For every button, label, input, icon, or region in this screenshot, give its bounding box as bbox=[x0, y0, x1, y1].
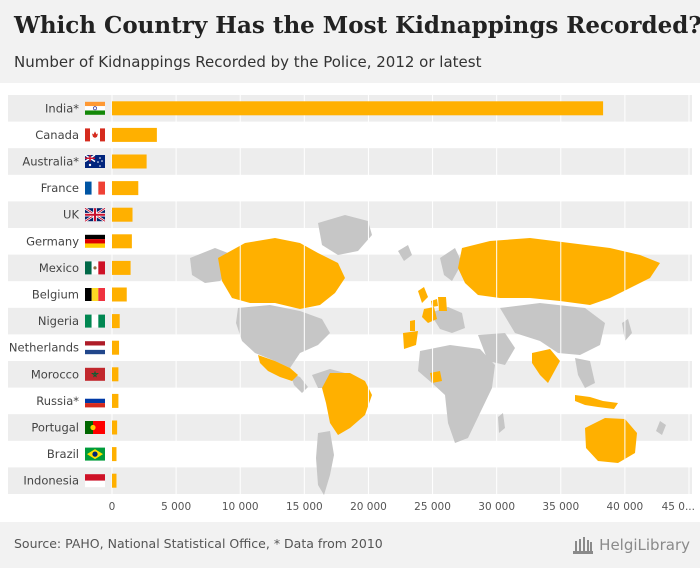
x-tick-label: 10 000 bbox=[222, 501, 259, 513]
bar-canada[interactable] bbox=[112, 127, 157, 142]
category-label: Mexico bbox=[39, 261, 79, 275]
flags bbox=[84, 101, 106, 488]
bar-australia[interactable] bbox=[112, 154, 147, 169]
uk-flag-icon bbox=[84, 207, 106, 223]
brazil-flag-icon bbox=[85, 447, 105, 461]
australia-flag-icon bbox=[84, 154, 105, 168]
germany-flag-icon bbox=[85, 234, 105, 248]
page-title: Which Country Has the Most Kidnappings R… bbox=[14, 12, 700, 39]
bar-india[interactable] bbox=[112, 101, 604, 116]
category-label: Indonesia bbox=[23, 474, 79, 488]
x-tick-label: 40 000 bbox=[607, 501, 644, 513]
category-label: Nigeria bbox=[38, 314, 79, 328]
category-label: Netherlands bbox=[9, 341, 79, 355]
category-labels: India* Canada Australia* France UK Germany Mex… bbox=[9, 101, 80, 487]
portugal-flag-icon bbox=[85, 421, 105, 434]
x-tick-label: 45 0... bbox=[662, 501, 695, 513]
bar-morocco[interactable] bbox=[112, 367, 119, 382]
bar-russia[interactable] bbox=[112, 393, 119, 408]
bar-uk[interactable] bbox=[112, 207, 133, 222]
mexico-flag-icon bbox=[85, 261, 105, 275]
netherlands-flag-icon bbox=[85, 341, 105, 355]
bar-indonesia[interactable] bbox=[112, 473, 117, 488]
morocco-flag-icon bbox=[85, 367, 105, 381]
x-tick-label: 0 bbox=[109, 501, 116, 513]
indonesia-flag-icon bbox=[85, 474, 105, 488]
x-tick-label: 35 000 bbox=[542, 501, 579, 513]
category-label: Brazil bbox=[47, 447, 79, 461]
library-icon bbox=[573, 537, 594, 554]
category-label: France bbox=[41, 181, 79, 195]
india-flag-icon bbox=[85, 101, 105, 115]
bar-germany[interactable] bbox=[112, 234, 132, 249]
category-label: Australia* bbox=[22, 155, 79, 169]
x-tick-label: 5 000 bbox=[161, 501, 191, 513]
belgium-flag-icon bbox=[85, 288, 105, 301]
header: Which Country Has the Most Kidnappings R… bbox=[0, 0, 700, 83]
category-label: Canada bbox=[35, 128, 79, 142]
canada-flag-icon bbox=[85, 128, 105, 142]
bar-belgium[interactable] bbox=[112, 287, 127, 302]
france-flag-icon bbox=[85, 181, 105, 195]
bar-brazil[interactable] bbox=[112, 447, 117, 462]
x-tick-labels: 0 5 000 10 000 15 000 20 000 25 000 30 000 35 0… bbox=[109, 501, 695, 513]
russia-flag-icon bbox=[85, 394, 105, 408]
x-tick-label: 20 000 bbox=[350, 501, 387, 513]
category-label: Morocco bbox=[31, 367, 79, 381]
brand-name: HelgiLibrary bbox=[599, 536, 690, 554]
bars bbox=[112, 101, 604, 488]
bar-mexico[interactable] bbox=[112, 260, 131, 275]
category-label: Russia* bbox=[36, 394, 79, 408]
bar-netherlands[interactable] bbox=[112, 340, 120, 355]
source-note: Source: PAHO, National Statistical Offic… bbox=[14, 536, 383, 551]
map-highlighted-countries bbox=[218, 238, 660, 463]
row-band bbox=[8, 467, 692, 494]
row-band bbox=[8, 148, 692, 175]
footer: Source: PAHO, National Statistical Offic… bbox=[0, 522, 700, 568]
bar-nigeria[interactable] bbox=[112, 314, 120, 329]
x-tick-label: 25 000 bbox=[414, 501, 451, 513]
x-tick-label: 15 000 bbox=[286, 501, 323, 513]
category-label: Belgium bbox=[32, 288, 79, 302]
gridlines bbox=[111, 95, 690, 494]
nigeria-flag-icon bbox=[85, 314, 105, 328]
category-label: UK bbox=[63, 208, 79, 222]
bar-chart: India* Canada Australia* France UK Germany Mex… bbox=[8, 95, 695, 513]
x-tick-label: 30 000 bbox=[478, 501, 515, 513]
category-label: India* bbox=[45, 101, 79, 115]
page-subtitle: Number of Kidnappings Recorded by the Po… bbox=[14, 53, 482, 71]
brand-logo[interactable]: HelgiLibrary bbox=[572, 532, 690, 558]
bar-france[interactable] bbox=[112, 181, 139, 196]
bar-portugal[interactable] bbox=[112, 420, 118, 435]
category-label: Germany bbox=[26, 234, 79, 248]
category-label: Portugal bbox=[31, 421, 79, 435]
